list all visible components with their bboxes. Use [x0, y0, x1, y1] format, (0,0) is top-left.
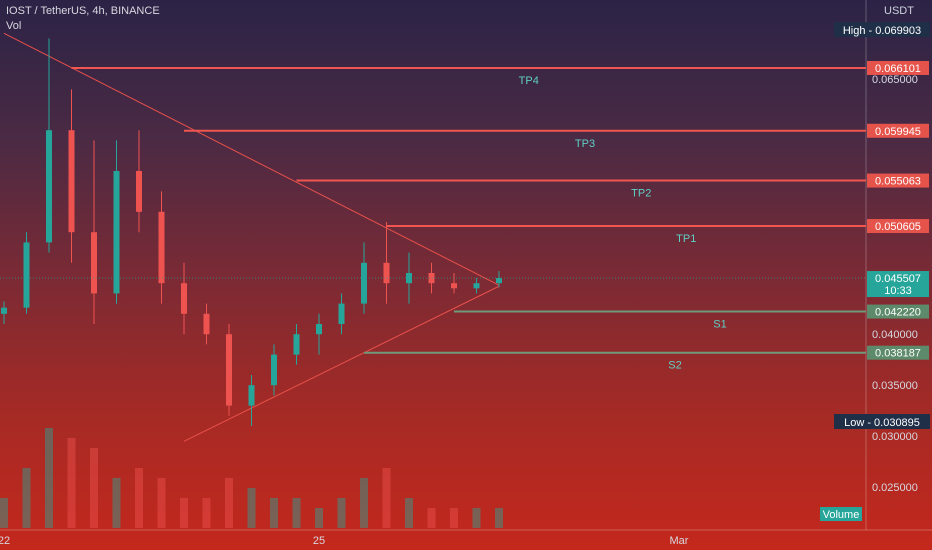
level-price-label: 0.042220 [875, 307, 921, 319]
last-price-badge [867, 271, 929, 298]
volume-bar [0, 498, 8, 528]
volume-bar [45, 428, 53, 528]
candle-body [68, 130, 75, 233]
volume-bar [157, 478, 166, 528]
volume-bar [337, 498, 346, 528]
volume-badge [820, 507, 862, 521]
price-tick-label: 0.035000 [872, 380, 918, 392]
volume-bar [427, 508, 436, 528]
level-price-badge [867, 123, 929, 138]
level-name-tp4: TP4 [519, 75, 539, 87]
currency-label: USDT [884, 5, 914, 17]
candle-body [226, 334, 232, 406]
level-name-s2: S2 [668, 360, 681, 372]
candle-body [46, 130, 52, 243]
high-label: High - 0.069903 [843, 25, 921, 37]
volume-bar [405, 498, 413, 528]
candle-body [113, 171, 120, 294]
level-price-label: 0.038187 [875, 348, 921, 360]
volume-badge-label: Volume [823, 509, 860, 521]
time-tick-label: Mar [670, 535, 689, 547]
volume-bar [360, 478, 368, 528]
level-price-badge [867, 345, 929, 360]
level-price-badge [867, 60, 929, 75]
level-name-tp2: TP2 [631, 188, 651, 200]
candle-body [338, 303, 345, 324]
symbol-title: IOST / TetherUS, 4h, BINANCE [6, 5, 160, 17]
level-price-badge [867, 173, 929, 188]
candle-body [361, 262, 367, 304]
candle-body [496, 278, 502, 284]
time-tick-label: 22 [0, 535, 10, 547]
candle-body [23, 242, 30, 308]
volume-bar [22, 468, 31, 528]
low-badge [834, 414, 930, 429]
trend-line [3, 32, 500, 286]
time-tick-label: 25 [313, 535, 325, 547]
volume-bar [450, 508, 458, 528]
last-price-label: 0.045507 [875, 273, 921, 285]
price-tick-label: 0.030000 [872, 431, 918, 443]
candle-body [271, 354, 277, 386]
price-tick-label: 0.040000 [872, 329, 918, 341]
level-price-label: 0.055063 [875, 176, 921, 188]
level-name-tp3: TP3 [575, 138, 595, 150]
candle-body [136, 171, 142, 212]
volume-bar [315, 508, 323, 528]
volume-indicator-label: Vol [6, 20, 22, 32]
candle-body [383, 262, 390, 284]
bar-countdown-label: 10:33 [884, 285, 912, 297]
volume-bar [270, 498, 278, 528]
low-label: Low - 0.030895 [844, 417, 920, 429]
candle-body [428, 273, 435, 284]
volume-bar [67, 438, 76, 528]
volume-bar [180, 498, 188, 528]
level-price-badge [867, 304, 929, 319]
candle-body [1, 307, 7, 314]
candle-body [316, 324, 322, 335]
volume-bar [202, 498, 211, 528]
candle-body [158, 211, 165, 284]
volume-bar [495, 508, 503, 528]
level-price-badge [867, 219, 929, 234]
level-name-s1: S1 [713, 319, 726, 331]
volume-bar [90, 448, 98, 528]
candle-body [248, 385, 255, 406]
price-tick-label: 0.065000 [872, 74, 918, 86]
candle-body [91, 232, 97, 294]
level-name-tp1: TP1 [676, 233, 696, 245]
volume-bar [292, 498, 301, 528]
volume-bar [112, 478, 121, 528]
candle-body [181, 283, 187, 314]
candle-body [451, 283, 457, 289]
volume-bar [382, 468, 391, 528]
level-price-label: 0.066101 [875, 63, 921, 75]
volume-bar [472, 508, 481, 528]
high-badge [834, 22, 930, 37]
candle-body [473, 283, 480, 289]
candle-body [293, 334, 300, 355]
volume-bar [135, 468, 143, 528]
price-tick-label: 0.025000 [872, 482, 918, 494]
volume-bar [225, 478, 233, 528]
level-price-label: 0.059945 [875, 126, 921, 138]
volume-bar [247, 488, 256, 528]
level-price-label: 0.050605 [875, 221, 921, 233]
candle-body [203, 313, 210, 335]
trend-line [183, 285, 500, 442]
